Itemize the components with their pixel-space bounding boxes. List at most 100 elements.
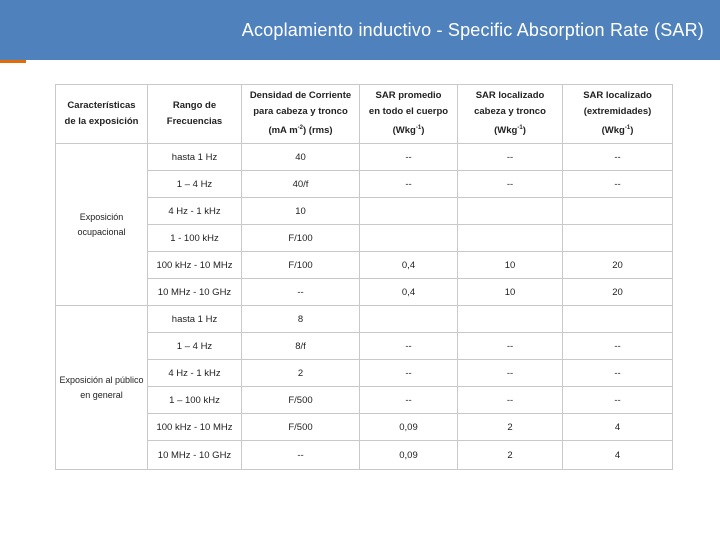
cell-sar-head-trunk bbox=[457, 224, 563, 252]
header-current-density: Densidad de Corriente para cabeza y tron… bbox=[241, 84, 360, 144]
header-line: en todo el cuerpo bbox=[368, 106, 449, 118]
cell-current-density: -- bbox=[241, 440, 360, 470]
cell-sar-whole-body bbox=[359, 305, 458, 333]
cell-sar-limbs: 4 bbox=[562, 413, 673, 441]
cell-sar-limbs bbox=[562, 197, 673, 225]
cell-sar-head-trunk: -- bbox=[457, 332, 563, 360]
cell-current-density: F/500 bbox=[241, 386, 360, 414]
cell-current-density: 10 bbox=[241, 197, 360, 225]
header-unit: (Wkg-1) bbox=[565, 120, 670, 139]
cell-frequency: 1 – 100 kHz bbox=[147, 386, 242, 414]
cell-current-density: 40/f bbox=[241, 170, 360, 198]
header-line: Rango de bbox=[172, 100, 217, 111]
table-row: 10 MHz - 10 GHz -- 0,09 2 4 bbox=[56, 440, 673, 470]
header-exposure-characteristics: Características de la exposición bbox=[55, 84, 148, 144]
table-row: 1 - 100 kHz F/100 bbox=[56, 224, 673, 252]
unit-text: (Wkg bbox=[392, 125, 416, 137]
header-line: Frecuencias bbox=[166, 116, 223, 127]
cell-frequency: 1 – 4 Hz bbox=[147, 332, 242, 360]
cell-current-density: F/500 bbox=[241, 413, 360, 441]
unit-tail: ) bbox=[522, 125, 526, 137]
cell-sar-whole-body: -- bbox=[359, 386, 458, 414]
group-label-line: en general bbox=[80, 389, 123, 400]
table-row: 100 kHz - 10 MHz F/100 0,4 10 20 bbox=[56, 251, 673, 279]
cell-sar-head-trunk: 2 bbox=[457, 440, 563, 470]
cell-frequency: 10 MHz - 10 GHz bbox=[147, 440, 242, 470]
cell-sar-limbs: -- bbox=[562, 332, 673, 360]
cell-sar-limbs bbox=[562, 224, 673, 252]
header-sar-whole-body: SAR promedio en todo el cuerpo (Wkg-1) bbox=[359, 84, 458, 144]
cell-current-density: F/100 bbox=[241, 251, 360, 279]
unit-text: (Wkg bbox=[494, 125, 518, 137]
unit-text: (Wkg bbox=[601, 125, 625, 137]
group-label-line: ocupacional bbox=[77, 226, 126, 237]
table-row: 1 – 4 Hz 8/f -- -- -- bbox=[56, 332, 673, 360]
header-sar-head-trunk: SAR localizado cabeza y tronco (Wkg-1) bbox=[457, 84, 563, 144]
header-row: Características de la exposición Rango d… bbox=[55, 84, 673, 144]
table-row: 1 – 100 kHz F/500 -- -- -- bbox=[56, 386, 673, 414]
cell-sar-head-trunk: -- bbox=[457, 359, 563, 387]
cell-sar-limbs: -- bbox=[562, 386, 673, 414]
cell-sar-limbs: -- bbox=[562, 143, 673, 171]
cell-sar-limbs: 20 bbox=[562, 251, 673, 279]
unit-exponent: -2 bbox=[297, 125, 303, 132]
header-line: de la exposición bbox=[64, 116, 139, 127]
header-line: Densidad de Corriente bbox=[249, 90, 352, 102]
unit-exponent: -1 bbox=[624, 125, 631, 132]
cell-sar-head-trunk bbox=[457, 197, 563, 225]
table-row: Exposición ocupacional hasta 1 Hz 40 -- … bbox=[55, 143, 673, 306]
cell-frequency: 4 Hz - 1 kHz bbox=[147, 197, 242, 225]
unit-tail: ) bbox=[630, 125, 634, 137]
group-label-general-public: Exposición al público en general bbox=[55, 305, 148, 470]
slide-header: Acoplamiento inductivo - Specific Absorp… bbox=[0, 0, 720, 60]
unit-text: (mA m bbox=[268, 125, 298, 137]
cell-frequency: 100 kHz - 10 MHz bbox=[147, 251, 242, 279]
cell-sar-head-trunk: 10 bbox=[457, 251, 563, 279]
cell-frequency: 1 – 4 Hz bbox=[147, 170, 242, 198]
cell-sar-whole-body bbox=[359, 224, 458, 252]
table-head: Características de la exposición Rango d… bbox=[55, 84, 673, 144]
header-line: (extremidades) bbox=[583, 106, 652, 118]
unit-tail: ) bbox=[421, 125, 425, 137]
slide-title: Acoplamiento inductivo - Specific Absorp… bbox=[241, 20, 704, 40]
header-unit: (Wkg-1) bbox=[460, 120, 560, 139]
cell-sar-limbs: 20 bbox=[562, 278, 673, 306]
accent-bar bbox=[0, 60, 26, 63]
cell-current-density: 8 bbox=[241, 305, 360, 333]
header-line: SAR promedio bbox=[375, 90, 442, 102]
cell-frequency: 1 - 100 kHz bbox=[147, 224, 242, 252]
cell-sar-head-trunk: -- bbox=[457, 386, 563, 414]
cell-current-density: -- bbox=[241, 278, 360, 306]
cell-sar-head-trunk bbox=[457, 305, 563, 333]
header-sar-limbs: SAR localizado (extremidades) (Wkg-1) bbox=[562, 84, 673, 144]
cell-sar-limbs: 4 bbox=[562, 440, 673, 470]
cell-sar-whole-body: -- bbox=[359, 359, 458, 387]
table-row: 4 Hz - 1 kHz 2 -- -- -- bbox=[56, 359, 673, 387]
header-frequency-range: Rango de Frecuencias bbox=[147, 84, 242, 144]
group-label-line: Exposición bbox=[79, 211, 124, 222]
cell-current-density: 2 bbox=[241, 359, 360, 387]
cell-frequency: hasta 1 Hz bbox=[147, 305, 242, 333]
cell-sar-limbs: -- bbox=[562, 170, 673, 198]
unit-tail: ) (rms) bbox=[303, 125, 333, 137]
cell-sar-whole-body: -- bbox=[359, 170, 458, 198]
cell-sar-whole-body: 0,4 bbox=[359, 251, 458, 279]
cell-sar-head-trunk: -- bbox=[457, 170, 563, 198]
group-label-occupational: Exposición ocupacional bbox=[55, 143, 148, 306]
cell-sar-head-trunk: -- bbox=[457, 143, 563, 171]
cell-sar-whole-body: -- bbox=[359, 143, 458, 171]
cell-current-density: 40 bbox=[241, 143, 360, 171]
cell-frequency: hasta 1 Hz bbox=[147, 143, 242, 171]
header-line: Características bbox=[67, 100, 136, 111]
unit-exponent: -1 bbox=[415, 125, 422, 132]
cell-frequency: 100 kHz - 10 MHz bbox=[147, 413, 242, 441]
header-line: para cabeza y tronco bbox=[253, 106, 348, 118]
cell-sar-limbs: -- bbox=[562, 359, 673, 387]
table-row: Exposición al público en general hasta 1… bbox=[55, 305, 673, 470]
header-unit: (mA m-2) (rms) bbox=[244, 120, 357, 139]
table-row: 1 – 4 Hz 40/f -- -- -- bbox=[56, 170, 673, 198]
cell-sar-whole-body: 0,09 bbox=[359, 440, 458, 470]
cell-frequency: 10 MHz - 10 GHz bbox=[147, 278, 242, 306]
cell-current-density: 8/f bbox=[241, 332, 360, 360]
table-row: 100 kHz - 10 MHz F/500 0,09 2 4 bbox=[56, 413, 673, 441]
